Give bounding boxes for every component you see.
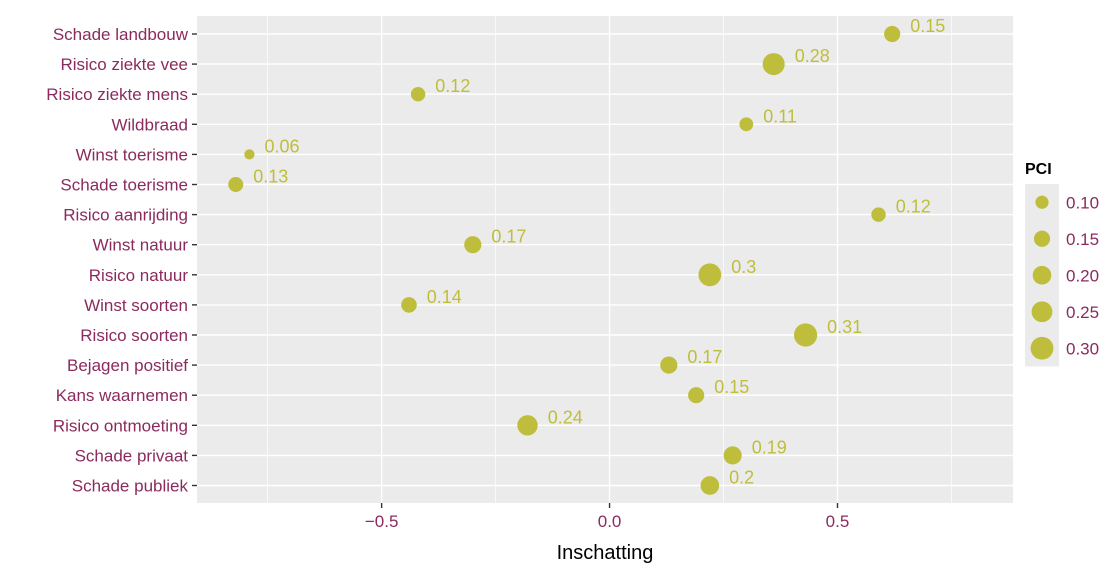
data-label: 0.12: [435, 76, 470, 96]
x-axis: −0.5 0.0 0.5: [365, 503, 849, 531]
legend-label: 0.25: [1066, 303, 1099, 322]
data-point: [688, 387, 705, 404]
data-label: 0.15: [714, 377, 749, 397]
data-label: 0.17: [687, 347, 722, 367]
data-point: [401, 297, 417, 313]
legend-key-circle: [1031, 301, 1053, 323]
y-tick-label: Risico soorten: [80, 326, 188, 345]
y-tick-label: Schade privaat: [75, 446, 189, 465]
data-label: 0.17: [491, 227, 526, 247]
data-point: [739, 117, 754, 132]
legend: PCI 0.10 0.15 0.20 0.25 0.30: [1025, 161, 1099, 367]
data-label: 0.24: [548, 407, 583, 427]
y-tick-label: Winst toerisme: [76, 145, 188, 164]
data-point: [762, 53, 785, 76]
y-axis: Schade landbouw Risico ziekte vee Risico z…: [46, 25, 197, 496]
data-point: [660, 356, 678, 374]
data-points: 0.15 0.28 0.12 0.11 0.06 0.13 0.12 0.17 0.3 0.14 0…: [228, 16, 945, 495]
y-tick-label: Risico ziekte vee: [60, 55, 188, 74]
y-tick-label: Winst natuur: [93, 236, 189, 255]
data-label: 0.3: [731, 257, 756, 277]
y-tick-label: Winst soorten: [84, 296, 188, 315]
data-point: [793, 323, 818, 347]
y-tick-label: Schade publiek: [72, 477, 189, 496]
y-tick-label: Wildbraad: [111, 115, 188, 134]
x-tick-label: 0.0: [598, 512, 622, 531]
plot-panel: [197, 16, 1013, 503]
legend-key-circle: [1032, 265, 1052, 285]
data-label: 0.15: [910, 16, 945, 36]
data-label: 0.31: [827, 317, 862, 337]
y-tick-label: Risico ziekte mens: [46, 85, 188, 104]
data-label: 0.13: [253, 167, 288, 187]
data-label: 0.14: [427, 287, 462, 307]
y-tick-label: Risico natuur: [89, 266, 189, 285]
legend-label: 0.15: [1066, 230, 1099, 249]
legend-key-circle: [1035, 195, 1049, 209]
data-label: 0.12: [896, 197, 931, 217]
x-axis-title: Inschatting: [557, 542, 654, 564]
data-point: [517, 415, 538, 436]
data-point: [410, 86, 426, 102]
data-point: [244, 149, 255, 160]
legend-title: PCI: [1025, 161, 1052, 178]
legend-label: 0.20: [1066, 266, 1099, 285]
data-point: [464, 236, 482, 254]
data-label: 0.19: [752, 437, 787, 457]
data-label: 0.06: [265, 136, 300, 156]
y-tick-label: Kans waarnemen: [56, 386, 188, 405]
data-label: 0.2: [729, 468, 754, 488]
y-tick-label: Schade toerisme: [60, 176, 188, 195]
legend-key-circle: [1030, 336, 1054, 360]
x-tick-label: −0.5: [365, 512, 399, 531]
y-tick-label: Schade landbouw: [53, 25, 189, 44]
y-tick-label: Risico ontmoeting: [53, 416, 188, 435]
data-point: [884, 25, 901, 43]
data-point: [228, 176, 244, 193]
legend-key-circle: [1033, 230, 1051, 247]
data-label: 0.11: [763, 106, 797, 126]
legend-label: 0.30: [1066, 339, 1099, 358]
data-point: [700, 476, 720, 495]
data-point: [723, 446, 742, 465]
data-point: [871, 207, 886, 222]
y-tick-label: Bejagen positief: [67, 356, 188, 375]
data-label: 0.28: [795, 46, 830, 66]
data-point: [698, 263, 722, 287]
legend-label: 0.10: [1066, 193, 1099, 212]
y-tick-label: Risico aanrijding: [63, 206, 188, 225]
x-tick-label: 0.5: [826, 512, 850, 531]
